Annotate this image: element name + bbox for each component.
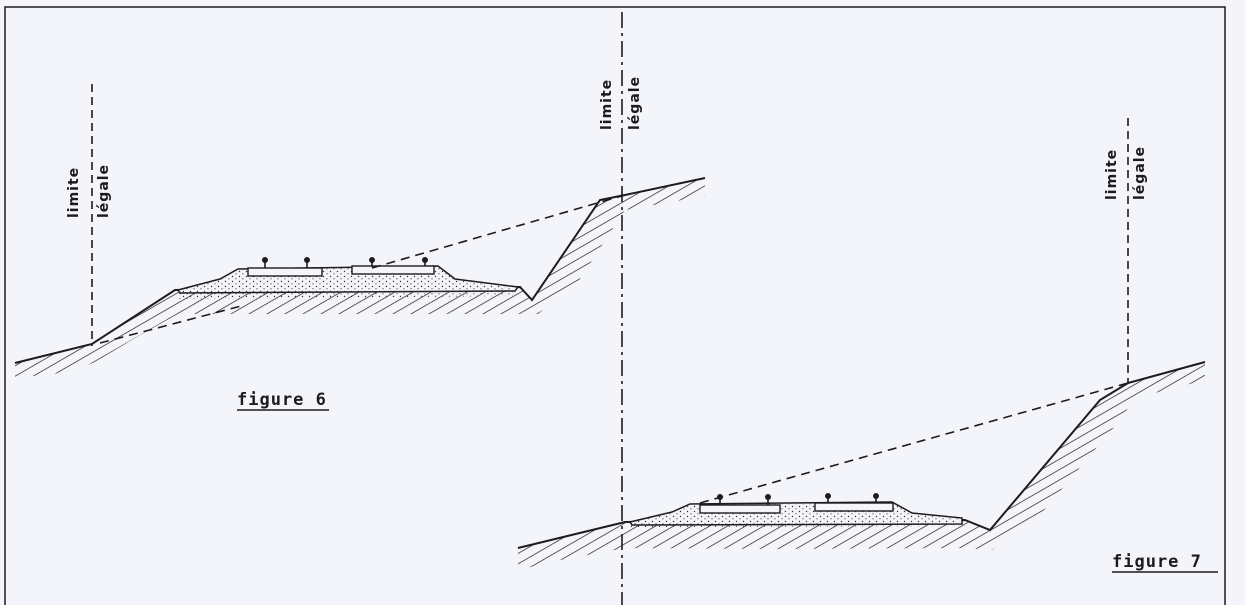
fig7-sleeper-right: [814, 502, 894, 512]
fig7-caption: figure 7: [1112, 552, 1202, 572]
fig6-ground-hatching: [15, 178, 705, 378]
fig6-sleeper-left: [247, 267, 323, 277]
fig6-left-limit-label-1: limite: [66, 167, 82, 218]
figure-6: limite légale limite légale figure 6: [14, 76, 706, 411]
fig6-sleeper-right: [351, 265, 435, 275]
fig6-right-limit-label-1: limite: [599, 79, 615, 130]
fig7-ballast-texture: [630, 503, 960, 527]
fig6-ballast-texture: [178, 267, 515, 299]
fig7-ground-hatching: [518, 362, 1205, 570]
fig7-limit-label-1: limite: [1104, 149, 1120, 200]
fig7-limit-label-2: légale: [1132, 146, 1148, 200]
fig6-rails: [261, 256, 428, 268]
fig6-lower-projection-line: [99, 304, 246, 344]
fig6-caption: figure 6: [237, 390, 327, 410]
fig6-left-limit-label-2: légale: [96, 164, 112, 218]
sheet-frame: [4, 6, 1226, 605]
figure-7: limite légale figure 7: [517, 118, 1218, 573]
fig6-right-limit-label-2: légale: [627, 76, 643, 130]
fig7-sleeper-left: [699, 504, 781, 514]
